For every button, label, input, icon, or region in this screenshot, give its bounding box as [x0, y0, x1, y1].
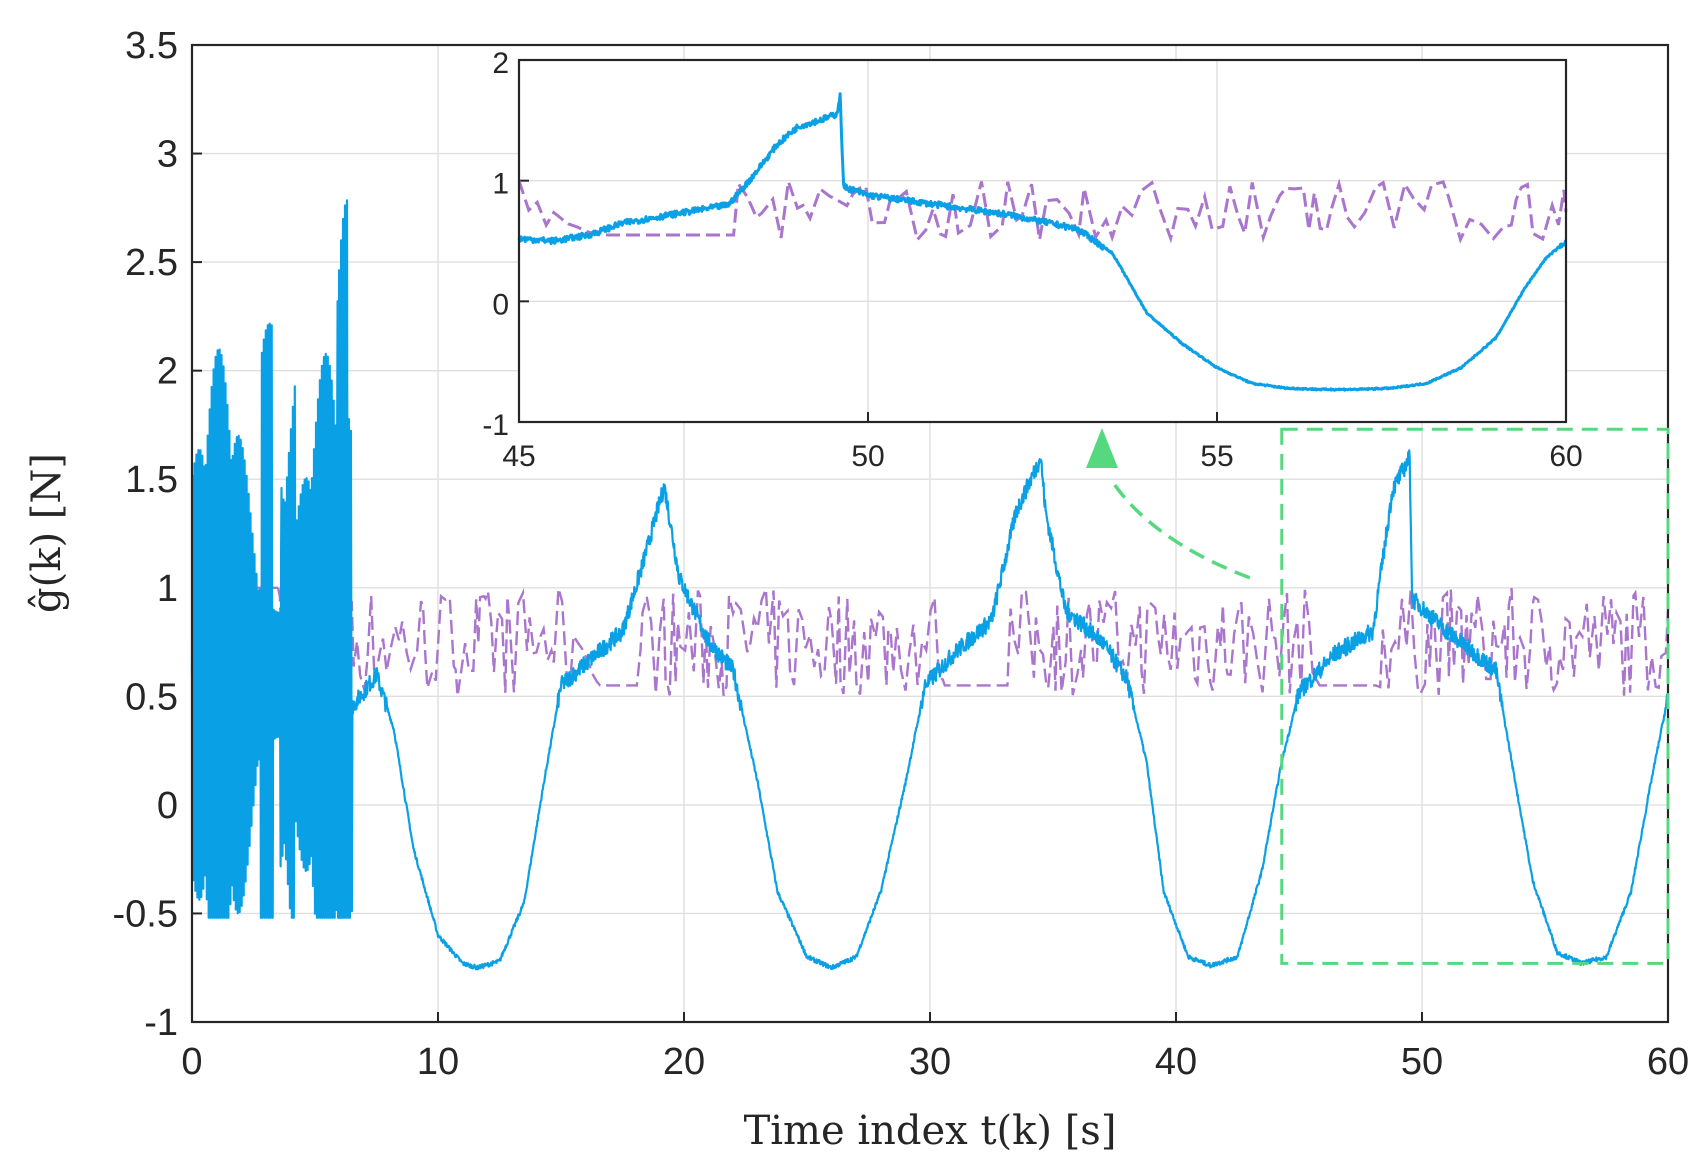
- main-x-tick-label: 30: [909, 1041, 951, 1083]
- inset-x-tick-label: 50: [851, 440, 884, 473]
- inset-x-tick-label: 60: [1549, 440, 1582, 473]
- inset-reference-line: [517, 178, 1568, 244]
- main-x-tick-label: 40: [1155, 1041, 1197, 1083]
- main-y-tick-label: 1: [157, 568, 178, 610]
- inset-y-tick-label: 1: [492, 168, 509, 201]
- main-y-tick-label: 2: [157, 351, 178, 393]
- inset-axes: -1 0 1 2 45 50 55 60: [482, 47, 1582, 473]
- inset-x-ticks: 45 50 55 60: [502, 412, 1583, 473]
- main-x-tick-label: 60: [1647, 1041, 1689, 1083]
- main-x-tick-label: 10: [417, 1041, 459, 1083]
- main-estimate-line: [190, 199, 1669, 971]
- zoom-box: [1280, 427, 1670, 965]
- inset-y-tick-label: 2: [492, 47, 509, 80]
- inset-axis-box: [517, 58, 1568, 424]
- y-axis-label: ĝ(k) [N]: [24, 453, 70, 613]
- inset-y-tick-label: -1: [482, 409, 509, 442]
- x-axis-label: Time index t(k) [s]: [744, 1108, 1117, 1154]
- main-y-tick-label: 2.5: [125, 242, 178, 284]
- main-x-tick-label: 20: [663, 1041, 705, 1083]
- zoom-connector: [1108, 477, 1251, 580]
- inset-x-tick-label: 45: [502, 440, 535, 473]
- main-x-tick-label: 0: [181, 1041, 202, 1083]
- main-y-tick-label: -1: [144, 1002, 178, 1044]
- main-y-ticks: -1 -0.5 0 0.5 1 1.5 2 2.5 3 3.5: [113, 25, 202, 1044]
- main-y-tick-label: 3: [157, 134, 178, 176]
- zoom-indicator: [1086, 427, 1670, 965]
- inset-x-tick-label: 55: [1200, 440, 1233, 473]
- main-y-tick-label: 1.5: [125, 459, 178, 501]
- main-series: [190, 199, 1670, 971]
- inset-y-tick-label: 0: [492, 288, 509, 321]
- inset-background: [519, 60, 1566, 422]
- inset-series: [517, 92, 1568, 392]
- inset-estimate-line: [517, 92, 1568, 392]
- inset-y-ticks: -1 0 1 2: [482, 47, 529, 442]
- main-y-tick-label: 3.5: [125, 25, 178, 67]
- main-x-tick-label: 50: [1401, 1041, 1443, 1083]
- main-y-tick-label: -0.5: [113, 893, 178, 935]
- main-y-tick-label: 0.5: [125, 676, 178, 718]
- main-y-tick-label: 0: [157, 785, 178, 827]
- zoom-arrow-head: [1086, 428, 1118, 468]
